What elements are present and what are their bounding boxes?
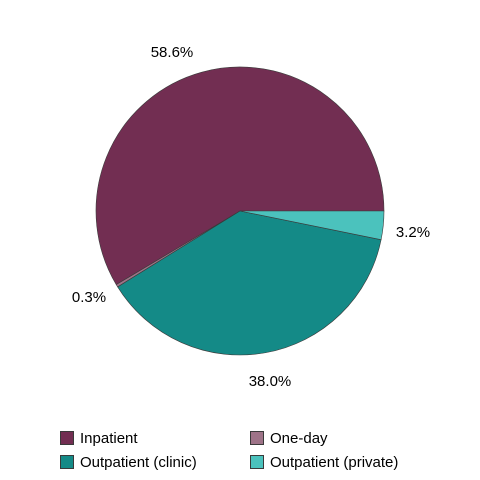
legend-swatch-outpatient-private	[250, 455, 264, 469]
slice-label-outpatient-private: 3.2%	[396, 224, 430, 241]
legend-label-outpatient-clinic: Outpatient (clinic)	[80, 453, 197, 471]
pie-slice-outpatient-clinic	[117, 210, 382, 356]
legend-label-outpatient-private: Outpatient (private)	[270, 453, 399, 471]
legend-label-inpatient: Inpatient	[80, 429, 138, 447]
legend-item-one-day: One-day	[250, 428, 440, 448]
legend-swatch-one-day	[250, 431, 264, 445]
legend-item-outpatient-private: Outpatient (private)	[250, 452, 440, 472]
legend: Inpatient One-day Outpatient (clinic) Ou…	[60, 428, 440, 472]
legend-swatch-outpatient-clinic	[60, 455, 74, 469]
pie-slice-inpatient	[95, 66, 385, 286]
slice-label-one-day: 0.3%	[72, 289, 106, 306]
legend-label-one-day: One-day	[270, 429, 328, 447]
legend-item-inpatient: Inpatient	[60, 428, 250, 448]
legend-item-outpatient-clinic: Outpatient (clinic)	[60, 452, 250, 472]
pie-slice-outpatient-private	[239, 210, 385, 241]
slice-label-inpatient: 58.6%	[151, 44, 194, 61]
legend-swatch-inpatient	[60, 431, 74, 445]
slice-label-outpatient-clinic: 38.0%	[249, 373, 292, 390]
